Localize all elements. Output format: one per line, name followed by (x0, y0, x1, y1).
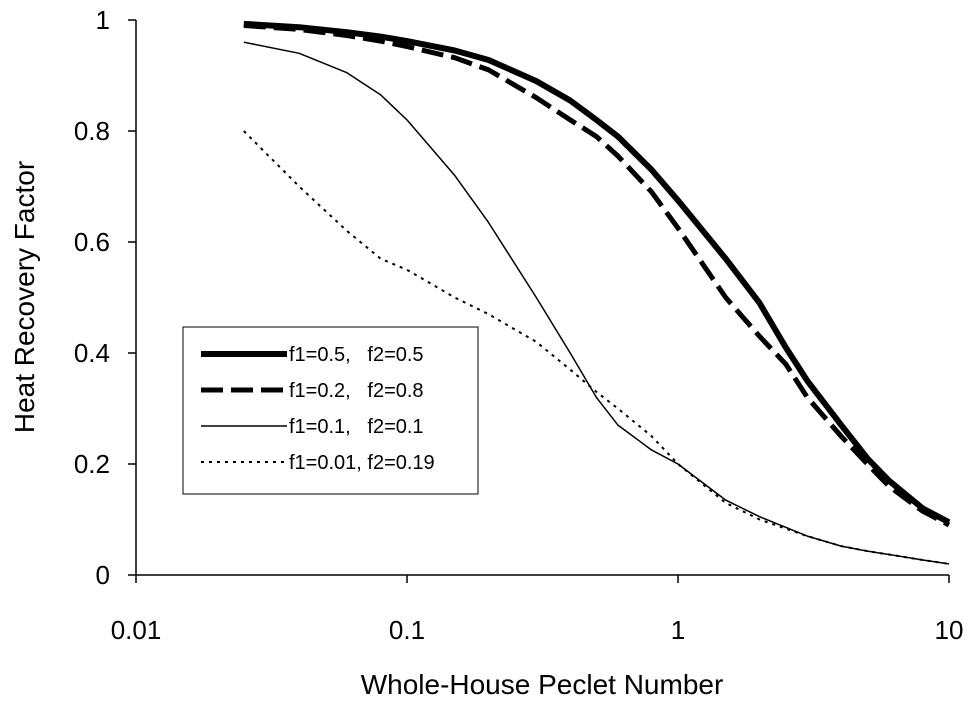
y-tick-label-1: 0.2 (74, 449, 110, 479)
series-layer (243, 20, 951, 565)
x-tick-label-2: 1 (671, 615, 685, 645)
y-axis-title: Heat Recovery Factor (9, 161, 40, 433)
series-line-1 (243, 23, 951, 528)
legend-label-3: f1=0.01, f2=0.19 (289, 452, 435, 474)
y-tick-label-5: 1 (96, 5, 110, 35)
x-axis-title: Whole-House Peclet Number (361, 669, 724, 700)
legend-label-2: f1=0.1, f2=0.1 (289, 416, 424, 438)
x-tick-label-1: 0.1 (389, 615, 425, 645)
x-tick-label-0: 0.01 (111, 615, 162, 645)
legend-label-1: f1=0.2, f2=0.8 (289, 380, 424, 402)
y-tick-label-4: 0.8 (74, 116, 110, 146)
legend: f1=0.5, f2=0.5 f1=0.2, f2=0.8 f1=0.1, f2=0… (182, 326, 479, 495)
series-line-3 (243, 130, 950, 565)
series-line-0 (243, 20, 951, 525)
x-tick-label-3: 10 (935, 615, 964, 645)
legend-label-0: f1=0.5, f2=0.5 (289, 344, 424, 366)
axes: 0 0.2 0.4 0.6 0.8 1 0.01 0.1 1 10 (74, 5, 964, 645)
y-tick-label-0: 0 (96, 560, 110, 590)
y-tick-label-3: 0.6 (74, 227, 110, 257)
y-tick-label-2: 0.4 (74, 338, 110, 368)
